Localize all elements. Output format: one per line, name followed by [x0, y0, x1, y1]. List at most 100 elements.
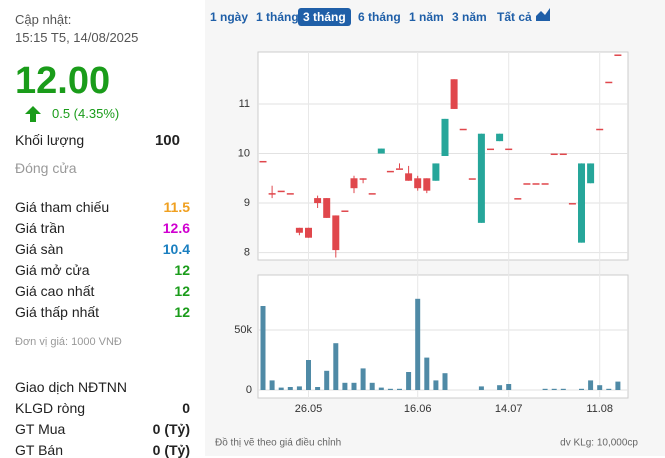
candle-body [605, 81, 613, 84]
area-chart-icon[interactable] [535, 6, 551, 22]
row-value: 11.5 [163, 199, 190, 215]
candle-body [359, 178, 367, 180]
volume-bar [506, 384, 512, 390]
candle-body [568, 203, 576, 205]
candle-body [286, 193, 294, 195]
volume-bar [387, 388, 393, 390]
tab[interactable]: Tất cả [497, 10, 532, 24]
row-label: Giá cao nhất [15, 283, 95, 299]
row-value: 12 [174, 283, 190, 299]
volume-bar [433, 380, 439, 390]
row-value: 12 [174, 304, 190, 320]
tab[interactable]: 1 ngày [210, 10, 249, 24]
tab[interactable]: 6 tháng [358, 10, 401, 24]
candle-body [386, 170, 394, 173]
volume-bar [351, 382, 357, 390]
candle-body [323, 198, 331, 218]
volume-bar [597, 385, 603, 390]
row-value: 0 (Tỷ) [152, 442, 190, 458]
row-label: Đóng cửa [15, 160, 77, 176]
volume-bar [269, 380, 275, 390]
tab[interactable]: 1 tháng [256, 10, 299, 24]
volume-bar [369, 382, 375, 390]
row-label: Giá mở cửa [15, 262, 90, 278]
candle-body [532, 183, 540, 185]
candle-body [314, 198, 322, 204]
updated-label: Cập nhật: [15, 12, 72, 27]
candle-body [341, 210, 349, 212]
row-label: Giá thấp nhất [15, 304, 100, 320]
row-label: Giá tham chiếu [15, 199, 110, 215]
candle-body [368, 193, 376, 195]
unit-note: Đơn vị giá: 1000 VNĐ [15, 336, 122, 348]
candle-body [450, 79, 458, 109]
volume-bar [360, 368, 366, 390]
volume-bar [296, 386, 302, 390]
candle-body [459, 128, 467, 131]
footer-note: Đồ thị vẽ theo giá điều chỉnh [215, 437, 341, 449]
up-arrow [25, 106, 41, 122]
row-label: GT Mua [15, 421, 66, 437]
candle-body [550, 153, 558, 156]
candle-body [559, 153, 567, 156]
row-value: 12.6 [162, 220, 190, 236]
candle-body [587, 163, 595, 184]
section-title: Giao dịch NĐTNN [15, 379, 128, 395]
candle-body [487, 148, 494, 151]
candle-body [295, 227, 303, 233]
row-value: 0 (Tỷ) [152, 421, 190, 437]
volume-bar [342, 382, 348, 390]
candle-body [432, 163, 440, 181]
row-label: Giá trần [15, 220, 65, 236]
row-value: 0 [182, 400, 190, 416]
price: 12.00 [15, 60, 111, 102]
volume-bar [287, 387, 293, 390]
candle-body [578, 163, 585, 243]
updated-time: 15:15 T5, 14/08/2025 [15, 30, 139, 45]
candle-body [614, 54, 622, 56]
volume-bar [324, 370, 330, 390]
candle-body [423, 178, 431, 191]
candle-body [396, 168, 403, 170]
volume-bar [397, 388, 402, 390]
candle-body [541, 183, 549, 185]
candle-body [377, 148, 385, 154]
volume-bar [424, 357, 430, 390]
tab[interactable]: 1 năm [409, 10, 444, 24]
x-tick-label: 14.07 [495, 403, 523, 415]
volume-bar [378, 387, 384, 390]
row-value: 10.4 [162, 241, 190, 257]
candle-body [259, 160, 267, 163]
volume-bar [551, 388, 557, 390]
y-tick-label: 0 [246, 384, 252, 396]
volume-unit: dv KLg: 10,000cp [560, 438, 638, 449]
x-tick-label: 16.06 [404, 403, 432, 415]
volume-bar [478, 386, 484, 390]
row-label: KLGD ròng [15, 400, 86, 416]
row-value: 100 [154, 132, 180, 149]
y-tick-label: 11 [239, 98, 250, 110]
x-tick-label: 11.08 [586, 403, 613, 415]
row-label: Giá sàn [15, 241, 64, 257]
candle-body [496, 133, 504, 142]
volume-bar [606, 388, 612, 390]
volume-bar [560, 388, 566, 390]
volume-bar [315, 387, 321, 390]
volume-bar [333, 343, 339, 390]
row-value: 12 [174, 262, 190, 278]
tab[interactable]: 3 tháng [298, 8, 351, 26]
candle-body [414, 178, 422, 189]
candle-body [332, 215, 340, 251]
y-tick-label: 50k [234, 324, 252, 336]
candle-body [477, 133, 485, 223]
candle-body [305, 227, 312, 238]
candle-body [514, 198, 522, 200]
volume-bar [306, 360, 311, 390]
candle-body [268, 193, 276, 195]
price-change: 0.5 (4.35%) [52, 106, 120, 121]
tab[interactable]: 3 năm [452, 10, 487, 24]
volume-bar [260, 306, 266, 390]
y-tick-label: 9 [244, 197, 250, 209]
y-tick-label: 10 [238, 147, 250, 159]
